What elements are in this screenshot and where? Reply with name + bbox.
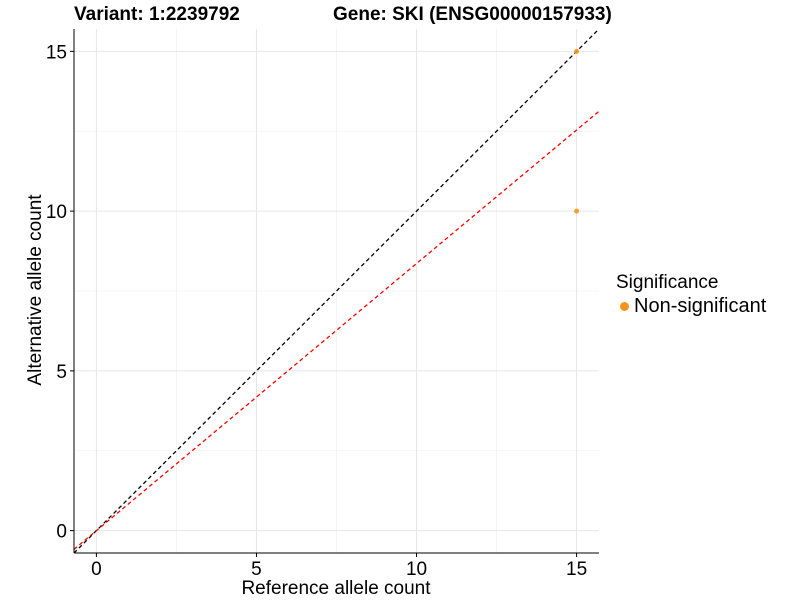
x-tick-label: 15 <box>566 559 587 580</box>
axes <box>73 29 599 554</box>
y-tick-label: 5 <box>56 362 67 383</box>
x-tick-label: 0 <box>91 559 102 580</box>
x-axis-label: Reference allele count <box>241 578 431 599</box>
x-tick-label: 10 <box>406 559 427 580</box>
legend-key-dot <box>620 302 629 311</box>
y-tick-label: 15 <box>46 42 67 63</box>
gene-title: Gene: SKI (ENSG00000157933) <box>333 4 612 25</box>
expected-ratio-line <box>73 110 600 550</box>
y-tick-label: 0 <box>56 522 67 543</box>
legend: Significance Non-significant <box>616 272 766 318</box>
x-tick-label: 5 <box>251 559 262 580</box>
axis-ticks: 0 5 10 15 0 5 10 15 <box>46 42 587 580</box>
variant-title: Variant: 1:2239792 <box>74 4 240 25</box>
legend-title: Significance <box>616 272 719 293</box>
data-point <box>574 48 580 54</box>
reference-lines <box>73 28 600 554</box>
data-point <box>574 208 580 214</box>
major-gridlines <box>74 29 599 553</box>
data-points <box>574 48 580 214</box>
y-tick-label: 10 <box>46 202 67 223</box>
y-axis-label: Alternative allele count <box>25 194 46 386</box>
minor-gridlines <box>74 29 599 553</box>
legend-entry: Non-significant <box>616 295 766 318</box>
legend-label: Non-significant <box>634 295 767 317</box>
identity-line <box>73 28 600 554</box>
